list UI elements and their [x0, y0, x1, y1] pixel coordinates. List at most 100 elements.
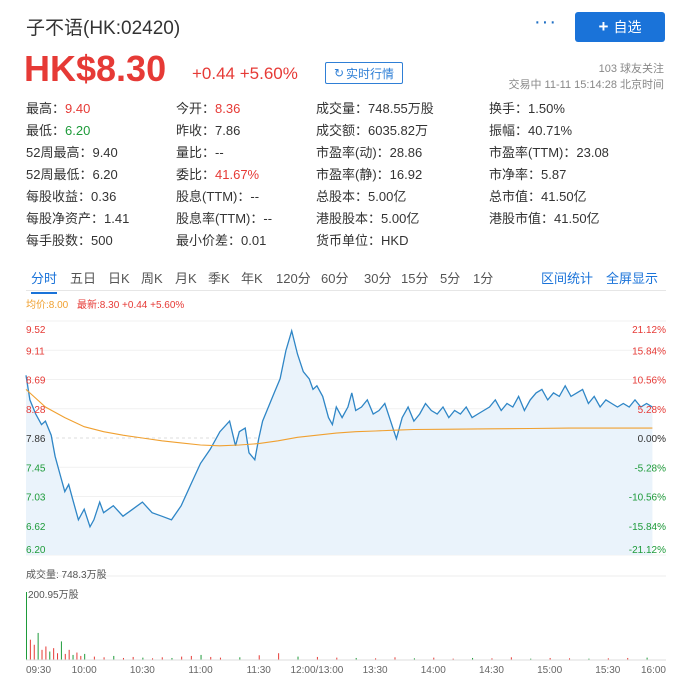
tab-4[interactable]: 月K [175, 271, 197, 286]
x-tick: 15:00 [537, 665, 562, 676]
volume-bar [336, 657, 338, 660]
tab-9[interactable]: 30分 [364, 271, 392, 286]
stat-value: 40.71% [528, 123, 573, 138]
stat-item: 最高：9.40 [26, 98, 90, 117]
x-tick: 10:00 [72, 665, 97, 676]
chart-legend: 均价:8.00 最新:8.30 +0.44 +5.60% [26, 296, 184, 311]
volume-bar [53, 648, 55, 660]
tab-10[interactable]: 15分 [401, 271, 429, 286]
add-watchlist-button[interactable]: + 自选 [575, 12, 665, 42]
volume-bar [394, 657, 396, 660]
current-price: HK$8.30 [24, 48, 167, 89]
x-tick: 10:30 [130, 665, 155, 676]
x-tick: 09:30 [26, 665, 51, 676]
stat-label: 今开： [176, 101, 216, 116]
tab-11[interactable]: 5分 [440, 271, 461, 286]
stat-value: 6035.82万 [368, 123, 429, 138]
stat-label: 成交量： [316, 101, 369, 116]
stat-item: 换手：1.50% [489, 98, 565, 117]
x-tick: 14:00 [421, 665, 446, 676]
y-tick-left: 6.62 [26, 522, 46, 533]
stat-value: 0.36 [91, 189, 117, 204]
tab-3[interactable]: 周K [141, 271, 163, 286]
x-tick: 12:00/13:00 [290, 665, 343, 676]
tab-12[interactable]: 1分 [473, 271, 494, 286]
volume-bar [37, 632, 39, 660]
volume-bar [530, 658, 532, 660]
volume-bar [278, 653, 280, 660]
volume-bar [29, 639, 31, 660]
stat-value: 5.00亿 [368, 189, 407, 204]
price-line [25, 328, 653, 529]
volume-bar [239, 657, 241, 660]
volume-bar [113, 655, 115, 660]
stat-label: 市盈率(静)： [316, 167, 390, 182]
tab-6[interactable]: 年K [241, 271, 263, 286]
tab-2[interactable]: 日K [108, 271, 130, 286]
stat-value: 9.40 [92, 145, 118, 160]
stat-value: 16.92 [389, 167, 423, 182]
avg-price-line [25, 388, 653, 447]
volume-bar [200, 654, 202, 660]
x-tick: 14:30 [479, 665, 504, 676]
plus-icon: + [598, 17, 609, 36]
stat-value: 28.86 [389, 145, 423, 160]
y-tick-left: 9.11 [26, 346, 45, 357]
stat-item: 港股市值：41.50亿 [489, 208, 600, 227]
stat-label: 每手股数： [26, 233, 92, 248]
volume-bar [80, 655, 82, 660]
y-tick-left: 7.86 [26, 434, 46, 445]
stat-value: 0.01 [241, 233, 267, 248]
volume-bar [76, 652, 78, 660]
stat-label: 最高： [26, 101, 66, 116]
stat-item: 市净率：5.87 [489, 164, 566, 183]
latest-price-legend: 最新:8.30 +0.44 +5.60% [77, 300, 185, 311]
tab-1[interactable]: 五日 [70, 271, 97, 286]
stat-item: 每股净资产：1.41 [26, 208, 129, 227]
stat-item: 委比：41.67% [176, 164, 259, 183]
volume-bar [72, 654, 74, 660]
tab-0[interactable]: 分时 [31, 268, 58, 294]
volume-bar [161, 657, 163, 660]
stat-value: 500 [91, 233, 113, 248]
stat-item: 市盈率(静)：16.92 [316, 164, 422, 183]
stat-item: 股息率(TTM)：-- [176, 208, 272, 227]
stat-item: 货币单位：HKD [316, 230, 408, 249]
stat-label: 总股本： [316, 189, 369, 204]
stat-value: 5.87 [541, 167, 567, 182]
volume-bar [297, 656, 299, 660]
stat-label: 最小价差： [176, 233, 242, 248]
y-tick-right: 15.84% [632, 346, 666, 357]
stat-label: 最低： [26, 123, 66, 138]
y-tick-right: 0.00% [638, 434, 666, 445]
stat-value: 41.50亿 [554, 211, 600, 226]
tab-8[interactable]: 60分 [321, 271, 349, 286]
stat-value: 6.20 [65, 123, 91, 138]
stat-label: 委比： [176, 167, 216, 182]
stat-item: 最小价差：0.01 [176, 230, 266, 249]
realtime-quote-button[interactable]: ↻ 实时行情 [325, 62, 403, 84]
stat-label: 股息率(TTM)： [176, 211, 264, 226]
tab-5[interactable]: 季K [208, 271, 230, 286]
volume-bar [452, 658, 454, 660]
stat-value: 748.55万股 [368, 101, 434, 116]
stat-item: 总市值：41.50亿 [489, 186, 587, 205]
stat-label: 每股净资产： [26, 211, 105, 226]
stock-title: 子不语(HK:02420) [26, 18, 181, 39]
tab-7[interactable]: 120分 [276, 271, 311, 286]
volume-bar [219, 657, 221, 660]
trade-status: 交易中 11-11 15:14:28 北京时间 [508, 79, 665, 91]
intraday-chart[interactable]: 雪球9.529.118.698.287.867.457.036.626.2021… [0, 305, 681, 681]
volume-bar [258, 655, 260, 660]
stat-value: HKD [381, 233, 409, 248]
range-stats-link[interactable]: 区间统计 [541, 271, 594, 286]
y-tick-right: 5.28% [638, 405, 666, 416]
fullscreen-link[interactable]: 全屏显示 [606, 271, 659, 286]
stat-value: 41.67% [215, 167, 260, 182]
volume-bar [569, 658, 571, 660]
volume-bar [142, 657, 144, 660]
volume-bar [510, 657, 512, 660]
volume-bar [122, 657, 124, 660]
more-options-icon[interactable]: ··· [534, 11, 557, 33]
stat-item: 成交额：6035.82万 [316, 120, 428, 139]
